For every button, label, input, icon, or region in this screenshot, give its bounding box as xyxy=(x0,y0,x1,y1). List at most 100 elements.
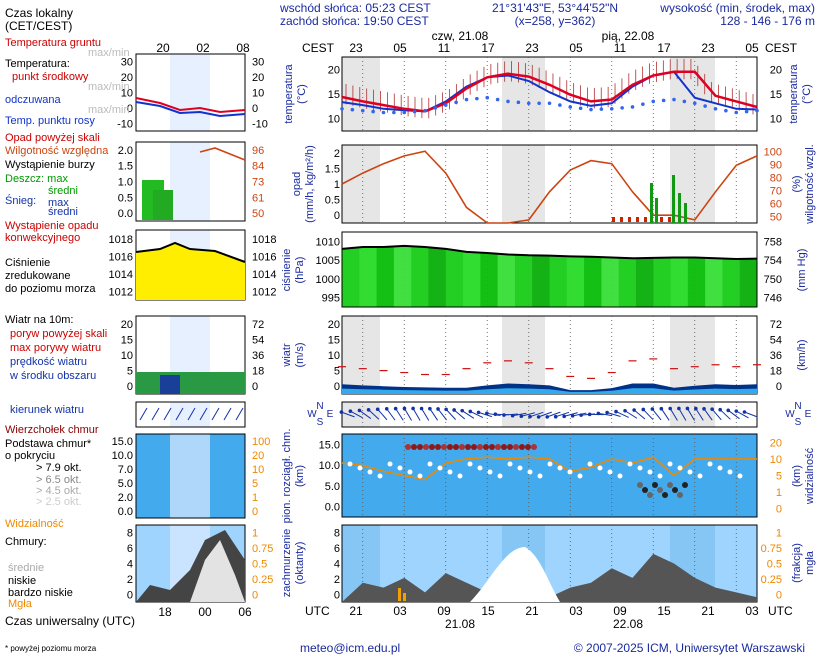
precip-tick: 1 xyxy=(334,179,340,191)
top-hour-tick: 23 xyxy=(701,41,715,55)
legend-wind-arrow xyxy=(199,407,208,421)
legend-wind-area xyxy=(136,372,245,394)
kmh-tick: 18 xyxy=(770,366,782,378)
legend-precip-label: średni xyxy=(48,206,78,218)
temp-tick-right: 20 xyxy=(770,64,782,76)
legend-precip-label: konwekcyjnego xyxy=(5,232,80,244)
wind-direction-arrow xyxy=(421,408,430,421)
temp-tick: 10 xyxy=(328,114,340,126)
fog-tick: 0.25 xyxy=(761,574,782,586)
legend-wind-arrow xyxy=(151,407,160,421)
precip-night-shade xyxy=(670,145,715,223)
pressure-line xyxy=(341,244,758,261)
bottom-hour-tick: 21 xyxy=(349,604,363,618)
legend-cloud-label: Wierzchołek chmur xyxy=(5,424,99,436)
compass-letter: N xyxy=(794,401,801,412)
legend-rh-tick: 73 xyxy=(252,177,264,189)
temp-night-shade xyxy=(342,57,380,131)
wind-direction-arrow xyxy=(478,411,493,418)
mmhg-tick: 754 xyxy=(764,255,782,267)
cloud-tick: 5.0 xyxy=(325,481,340,493)
cloud-base-dot xyxy=(647,469,653,475)
wind-direction-arrow xyxy=(687,408,695,421)
legend-cloud-label: > 2.5 okt. xyxy=(36,496,82,508)
wind-direction-head xyxy=(528,414,532,419)
sunset-text: zachód słońca: 19:50 CEST xyxy=(280,14,429,28)
legend-cover-label: wysokie xyxy=(7,549,47,561)
cloud-base-dot xyxy=(477,444,483,450)
cloud-cover-area xyxy=(342,553,757,602)
legend-wind-arrow xyxy=(223,407,232,421)
header: wschód słońca: 05:23 CEST zachód słońca:… xyxy=(279,1,815,28)
footer: Czas uniwersalny (UTC) * powyżej poziomu… xyxy=(5,614,805,655)
wind-direction-arrow xyxy=(503,413,518,416)
wind-direction-head xyxy=(536,415,541,419)
legend-cloud-tick: 10.0 xyxy=(112,450,133,462)
wind-tick: 10 xyxy=(328,350,340,362)
mmhg-tick: 758 xyxy=(764,236,782,248)
legend-direction-label: kierunek wiatru xyxy=(10,404,84,416)
wind-direction-head xyxy=(510,413,515,418)
dew-point-dot xyxy=(609,107,614,111)
legend-dir-frame xyxy=(135,401,246,428)
temp-tick: 15 xyxy=(328,89,340,101)
cover-tick: 6 xyxy=(334,543,340,555)
legend-precip-label: Wilgotność względna xyxy=(5,145,109,157)
pressure-above-area xyxy=(342,232,757,259)
wind-direction-head xyxy=(476,410,481,415)
cloud-base-dot xyxy=(657,473,663,479)
legend-felt-line xyxy=(135,101,246,118)
wind-direction-head xyxy=(579,413,583,417)
wind-night-shade xyxy=(342,316,380,394)
wind-tick: 20 xyxy=(328,319,340,331)
precip-bar xyxy=(684,203,687,223)
legend-kmh-tick: 18 xyxy=(252,366,264,378)
legend-temp-line xyxy=(135,97,246,114)
contact-email[interactable]: meteo@icm.edu.pl xyxy=(300,641,400,655)
mmhg-tick: 746 xyxy=(764,293,782,305)
precip-tick: 1.5 xyxy=(325,163,340,175)
legend-cloud-label: Podstawa chmur* xyxy=(5,438,92,450)
dew-point-dot xyxy=(381,110,386,115)
cloud-base-dot xyxy=(652,482,658,488)
wind-direction-head xyxy=(677,406,681,411)
legend-pressure-tick: 1018 xyxy=(109,234,133,246)
wind-direction-head xyxy=(587,412,592,417)
humidity-line xyxy=(341,150,758,224)
precip-dot xyxy=(660,217,663,222)
wind-direction-arrow xyxy=(404,408,413,421)
cloud-base-dot xyxy=(587,461,593,467)
cover-tick: 4 xyxy=(334,559,340,571)
precip-tick: 0 xyxy=(334,210,340,222)
visibility-axis-title: widzialność xyxy=(804,447,816,505)
legend-temp-tick: 0 xyxy=(127,103,133,115)
dew-point-dot xyxy=(661,98,666,103)
cloud-base-dot xyxy=(423,444,429,450)
legend-top-tick: 20 xyxy=(156,41,170,55)
cloud-base-dot xyxy=(597,465,603,471)
cloud-base-dot xyxy=(717,465,723,471)
wind-direction-head xyxy=(668,406,672,411)
legend-temp-shade xyxy=(170,54,210,131)
cloud-base-dot xyxy=(459,444,465,450)
cloud-base-dot xyxy=(465,444,471,450)
wind-direction-head xyxy=(366,407,371,412)
cloud-base-dot xyxy=(677,492,683,498)
legend-precip-tick: 0.5 xyxy=(118,192,133,204)
legend-wind-label: max porywy wiatru xyxy=(10,342,101,354)
cloud-base-dot xyxy=(687,469,693,475)
dew-point-dot xyxy=(495,97,500,102)
visibility-tick: 5 xyxy=(776,471,782,483)
visibility-tick: 10 xyxy=(770,454,782,466)
cloud-base-dot xyxy=(672,487,678,493)
wind-direction-arrow xyxy=(429,408,439,421)
cloud-base-dot xyxy=(657,487,663,493)
kmh-tick: 0 xyxy=(776,381,782,393)
cover-axis-title: zachmurzenie xyxy=(281,529,293,597)
wind-direction-head xyxy=(339,410,344,414)
precip-dot xyxy=(620,217,623,222)
legend-fog-tick: 0.25 xyxy=(252,574,273,586)
cloud-base-dot xyxy=(642,487,648,493)
utc-label-left: UTC xyxy=(305,604,330,618)
